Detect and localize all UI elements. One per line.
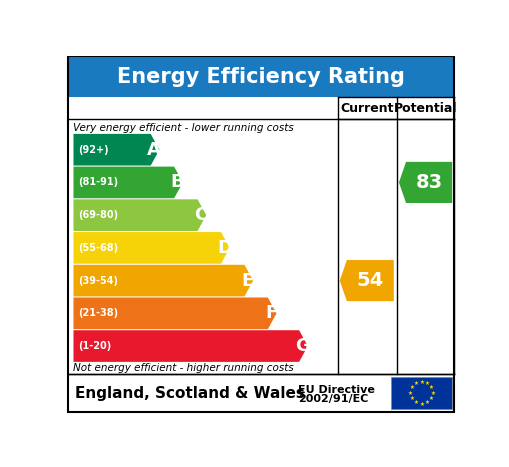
Text: Current: Current — [341, 102, 394, 115]
Bar — [391, 377, 452, 409]
Text: (92+): (92+) — [78, 145, 109, 155]
Text: ★: ★ — [410, 396, 414, 401]
Text: 83: 83 — [415, 173, 443, 192]
Bar — [68, 374, 454, 412]
Text: 2002/91/EC: 2002/91/EC — [298, 394, 369, 403]
Text: D: D — [217, 239, 232, 257]
Text: ★: ★ — [429, 385, 434, 390]
Text: (1-20): (1-20) — [78, 341, 111, 351]
Text: (69-80): (69-80) — [78, 210, 119, 220]
Text: E: E — [242, 272, 254, 290]
Text: ★: ★ — [429, 396, 434, 401]
Text: ★: ★ — [419, 380, 424, 385]
Text: (81-91): (81-91) — [78, 177, 119, 187]
Bar — [68, 56, 454, 98]
Text: Energy Efficiency Rating: Energy Efficiency Rating — [117, 67, 405, 87]
Text: 54: 54 — [357, 271, 384, 290]
Text: Not energy efficient - higher running costs: Not energy efficient - higher running co… — [73, 363, 294, 373]
Text: ★: ★ — [410, 385, 414, 390]
Text: B: B — [171, 173, 184, 191]
Text: (55-68): (55-68) — [78, 243, 119, 253]
Text: (39-54): (39-54) — [78, 276, 118, 286]
Text: G: G — [295, 337, 310, 355]
Text: ★: ★ — [408, 391, 413, 396]
Polygon shape — [73, 330, 308, 362]
Polygon shape — [340, 260, 394, 301]
Text: A: A — [147, 141, 161, 159]
Polygon shape — [399, 162, 452, 203]
Text: England, Scotland & Wales: England, Scotland & Wales — [75, 386, 305, 401]
Text: Potential: Potential — [394, 102, 457, 115]
Polygon shape — [73, 265, 253, 297]
Text: ★: ★ — [419, 402, 424, 407]
Text: ★: ★ — [425, 381, 430, 386]
Text: C: C — [194, 206, 208, 224]
Polygon shape — [73, 134, 159, 165]
Text: F: F — [265, 304, 277, 322]
Text: ★: ★ — [414, 381, 418, 386]
Text: Very energy efficient - lower running costs: Very energy efficient - lower running co… — [73, 123, 294, 133]
Text: ★: ★ — [414, 400, 418, 405]
Polygon shape — [73, 167, 183, 198]
Polygon shape — [73, 232, 230, 264]
Text: EU Directive: EU Directive — [298, 384, 375, 395]
Text: ★: ★ — [430, 391, 435, 396]
Polygon shape — [73, 199, 206, 231]
Text: ★: ★ — [425, 400, 430, 405]
Polygon shape — [73, 297, 276, 329]
Text: (21-38): (21-38) — [78, 308, 119, 318]
